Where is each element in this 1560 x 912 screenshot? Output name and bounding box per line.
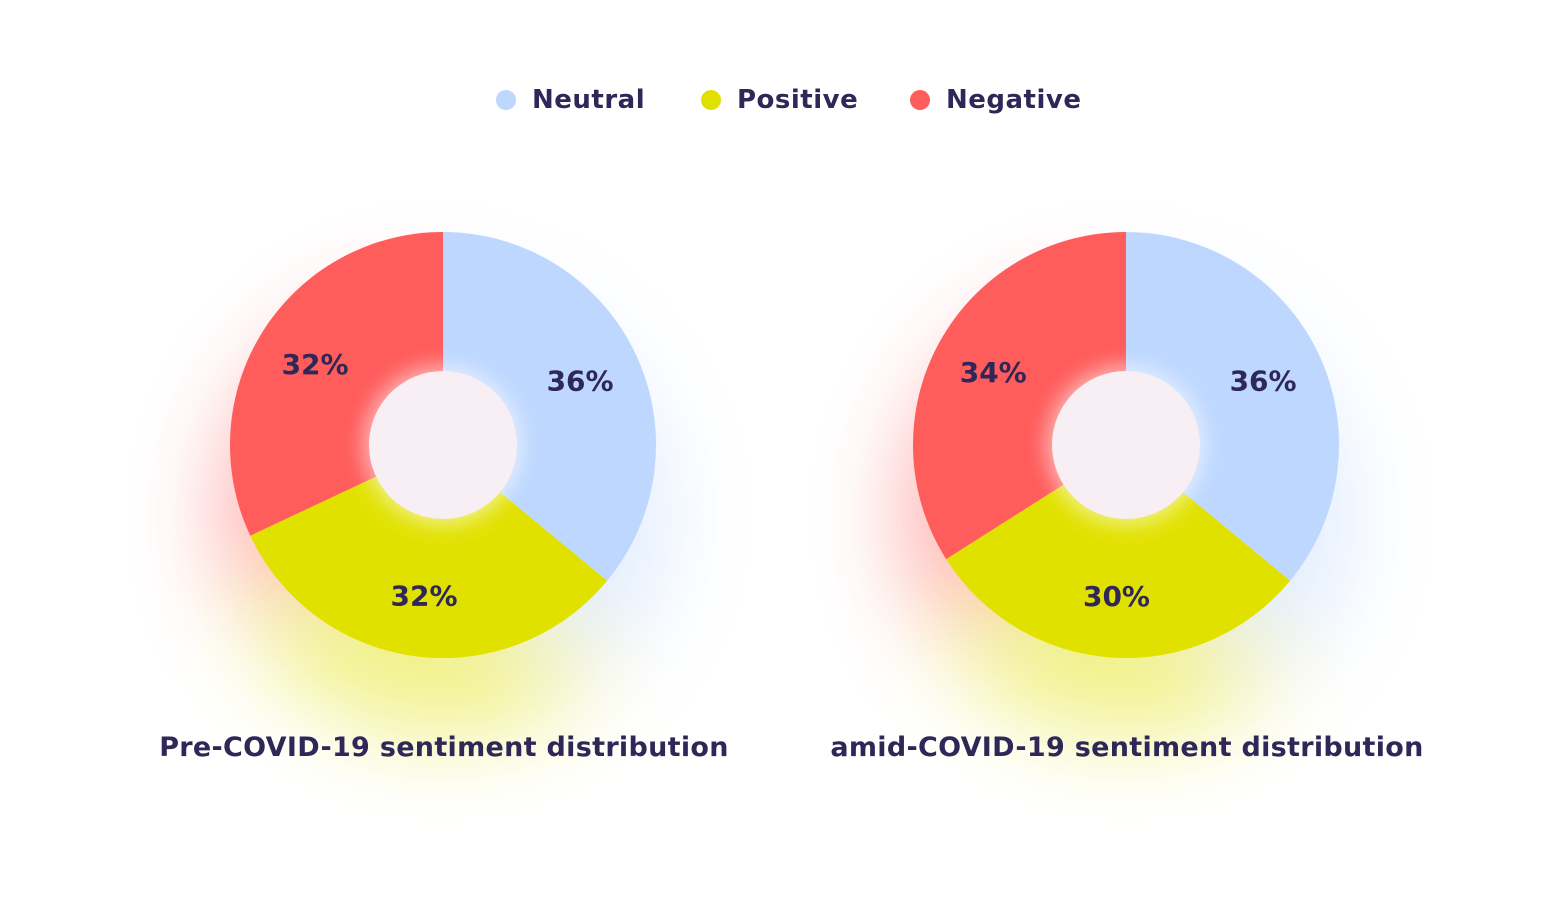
slice-neutral bbox=[1126, 232, 1339, 581]
legend-label-neutral: Neutral bbox=[532, 85, 646, 115]
donut-hole bbox=[369, 371, 517, 519]
legend-swatch-negative bbox=[910, 90, 930, 110]
slice-label-negative: 34% bbox=[960, 356, 1027, 389]
slice-positive bbox=[946, 445, 1291, 659]
pre-covid-chart-title: Pre-COVID-19 sentiment distribution bbox=[159, 732, 729, 763]
legend-item-positive: Positive bbox=[701, 80, 858, 120]
slice-neutral bbox=[443, 232, 656, 581]
pre-covid-donut-chart: 36% 32% 32% bbox=[219, 232, 667, 739]
slice-label-neutral: 36% bbox=[1230, 364, 1297, 397]
legend-swatch-neutral bbox=[496, 90, 516, 110]
amid-covid-chart-title: amid-COVID-19 sentiment distribution bbox=[830, 732, 1424, 763]
legend-item-neutral: Neutral bbox=[496, 80, 645, 120]
slice-label-negative: 32% bbox=[282, 348, 349, 381]
amid-covid-donut-chart: 36% 30% 34% bbox=[902, 232, 1350, 739]
legend-swatch-positive bbox=[701, 90, 721, 110]
slice-label-neutral: 36% bbox=[547, 364, 614, 397]
legend-label-negative: Negative bbox=[946, 85, 1082, 115]
chart-legend: Neutral Positive Negative bbox=[0, 80, 1560, 120]
legend-label-positive: Positive bbox=[737, 85, 859, 115]
legend-item-negative: Negative bbox=[910, 80, 1081, 120]
slice-label-positive: 32% bbox=[390, 579, 457, 612]
slice-label-positive: 30% bbox=[1083, 580, 1150, 613]
slice-positive bbox=[250, 445, 608, 658]
donut-hole bbox=[1052, 371, 1200, 519]
